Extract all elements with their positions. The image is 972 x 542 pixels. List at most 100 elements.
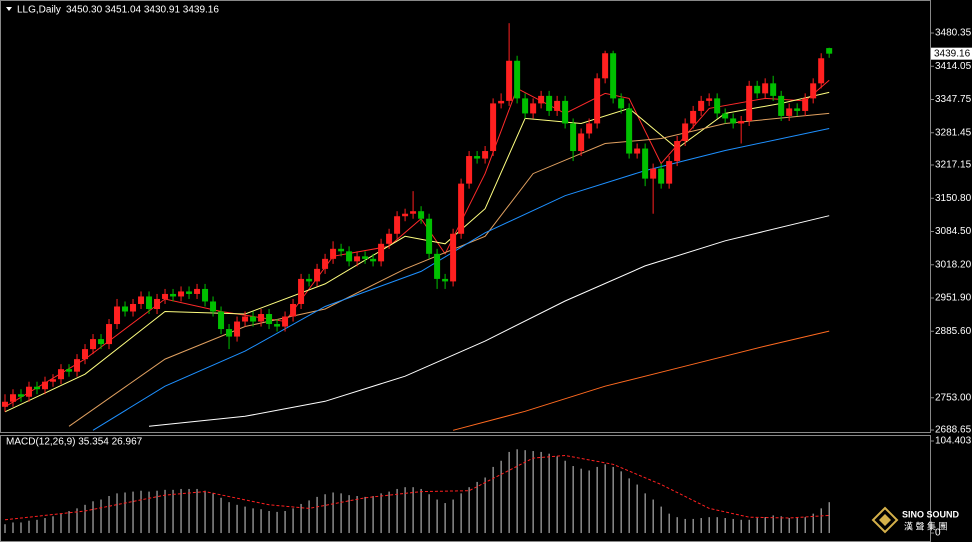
- candle-body: [50, 379, 57, 382]
- candle-body: [490, 103, 497, 152]
- candle-body: [26, 386, 33, 397]
- candle-body: [290, 303, 297, 317]
- symbol: LLG,Daily: [17, 5, 61, 16]
- candle-body: [418, 211, 425, 219]
- candle-body: [298, 278, 305, 304]
- y-tick-label: 3414.05: [935, 61, 972, 72]
- y-tick-label: 3150.80: [935, 193, 972, 204]
- candle-body: [794, 108, 801, 111]
- candle-body: [282, 316, 289, 327]
- candle-body: [274, 324, 281, 327]
- candle-body: [226, 329, 233, 337]
- candle-body: [562, 100, 569, 124]
- candle-body: [602, 53, 609, 79]
- candle-body: [674, 141, 681, 162]
- candle-body: [194, 288, 201, 294]
- candle-body: [346, 251, 353, 262]
- candle-body: [754, 85, 761, 94]
- candle-body: [410, 211, 417, 214]
- price-tag: 3439.16: [934, 48, 971, 59]
- y-tick-label: 3018.20: [935, 259, 972, 270]
- candle-body: [202, 288, 209, 302]
- candle-body: [626, 108, 633, 154]
- candle-body: [434, 253, 441, 279]
- candle-body: [586, 123, 593, 134]
- candle-body: [554, 100, 561, 111]
- candle-body: [402, 213, 409, 217]
- candle-body: [98, 339, 105, 345]
- candle-body: [82, 349, 89, 360]
- candle-body: [146, 296, 153, 309]
- y-tick-label: 3281.45: [935, 127, 972, 138]
- candle-body: [642, 148, 649, 179]
- candle-body: [426, 218, 433, 254]
- candle-body: [802, 98, 809, 111]
- logo-icon-core: [879, 514, 891, 526]
- y-tick-label: 2688.65: [935, 425, 972, 436]
- y-tick-label: 2885.60: [935, 326, 972, 337]
- moving-average: [4, 91, 830, 413]
- candle-body: [330, 248, 337, 259]
- candle-body: [594, 78, 601, 124]
- candle-body: [210, 301, 217, 312]
- candle-body: [682, 123, 689, 142]
- y-tick-label: 2951.90: [935, 293, 972, 304]
- y-tick-label: 0: [935, 528, 941, 539]
- candle-body: [786, 108, 793, 116]
- candle-body: [618, 98, 625, 109]
- candle-body: [530, 103, 537, 114]
- candle-body: [18, 394, 25, 397]
- candle-body: [2, 401, 9, 407]
- candle-body: [386, 233, 393, 244]
- candle-body: [370, 258, 377, 262]
- candle-body: [690, 110, 697, 124]
- candle-body: [722, 113, 729, 119]
- candle-body: [234, 321, 241, 337]
- candle-body: [818, 58, 825, 84]
- y-tick-label: 3347.75: [935, 94, 972, 105]
- candle-body: [634, 148, 641, 154]
- candle-body: [170, 293, 177, 297]
- candle-body: [770, 83, 777, 96]
- signal-line: [4, 454, 830, 521]
- candle-body: [482, 151, 489, 159]
- logo-sub: 漢 聲 集 團: [904, 520, 948, 531]
- candle-body: [106, 324, 113, 345]
- moving-average: [148, 215, 830, 427]
- candle-body: [474, 156, 481, 159]
- candle-body: [122, 306, 129, 312]
- candle-body: [338, 248, 345, 252]
- candle-body: [138, 296, 145, 304]
- candle-body: [258, 314, 265, 322]
- candle-body: [570, 123, 577, 152]
- candle-body: [378, 243, 385, 262]
- y-tick-label: 2753.00: [935, 392, 972, 403]
- candle-body: [394, 216, 401, 234]
- candle-body: [74, 359, 81, 372]
- candle-body: [66, 369, 73, 372]
- macd-title: MACD(12,26,9) 35.354 26.967: [6, 437, 143, 448]
- moving-average: [452, 330, 830, 431]
- candle-body: [58, 369, 65, 380]
- candle-body: [810, 83, 817, 99]
- candle-body: [610, 53, 617, 99]
- y-tick-label: 3217.15: [935, 160, 972, 171]
- candle-body: [778, 95, 785, 116]
- candle-body: [514, 60, 521, 99]
- main-frame: [0, 0, 931, 433]
- candle-body: [154, 298, 161, 309]
- candle-body: [698, 100, 705, 111]
- candle-body: [10, 394, 17, 402]
- y-tick-label: 3084.50: [935, 226, 972, 237]
- candle-body: [498, 100, 505, 104]
- candle-body: [162, 293, 169, 299]
- candle-body: [114, 306, 121, 325]
- candle-body: [522, 98, 529, 114]
- candle-body: [658, 168, 665, 184]
- candle-body: [458, 183, 465, 234]
- candle-body: [42, 381, 49, 390]
- candle-body: [306, 278, 313, 282]
- candle-body: [578, 133, 585, 152]
